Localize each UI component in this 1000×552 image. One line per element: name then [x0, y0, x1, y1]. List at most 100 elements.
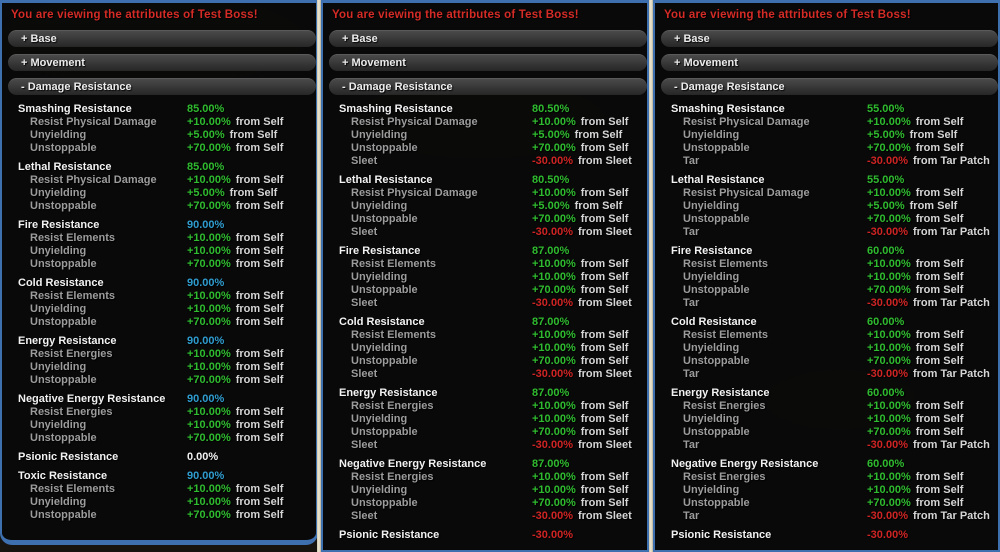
buff-value: +70.00%: [867, 213, 911, 225]
stat-value: 90.00%: [187, 393, 225, 405]
buff-source: from Self: [580, 116, 629, 128]
stat-row-detail: Unstoppable +70.00% from Self: [2, 258, 316, 271]
section-header-base[interactable]: + Base: [329, 30, 647, 47]
buff-value: +10.00%: [867, 271, 911, 283]
stat-row-detail: Unyielding +10.00% from Self: [2, 496, 316, 509]
buff-name: Unyielding: [30, 496, 87, 508]
buff-name: Unstoppable: [351, 355, 418, 367]
buff-source: from Sleet: [577, 368, 632, 380]
buff-value-wrap: +70.00% from Self: [187, 258, 283, 271]
stat-row-main: Energy Resistance 90.00%: [2, 334, 316, 348]
stat-name: Smashing Resistance: [339, 103, 453, 115]
buff-value-wrap: +10.00% from Self: [532, 471, 628, 484]
buff-value: -30.00%: [532, 155, 573, 167]
buff-source: from Tar Patch: [912, 510, 990, 522]
buff-value-wrap: -30.00% from Sleet: [532, 226, 632, 239]
buff-value: +10.00%: [187, 116, 231, 128]
section-header-movement[interactable]: + Movement: [661, 54, 998, 71]
buff-name: Unyielding: [351, 129, 408, 141]
buff-value: +70.00%: [532, 213, 576, 225]
section-header-movement[interactable]: + Movement: [8, 54, 316, 71]
buff-value: +70.00%: [532, 355, 576, 367]
stats-list: Smashing Resistance 55.00% Resist Physical…: [655, 102, 998, 542]
stat-row-detail: Unstoppable +70.00% from Self: [655, 426, 998, 439]
stat-row-detail: Sleet -30.00% from Sleet: [323, 439, 647, 452]
buff-name: Sleet: [351, 155, 378, 167]
stat-name: Psionic Resistance: [671, 529, 772, 541]
stat-row-detail: Sleet -30.00% from Sleet: [323, 155, 647, 168]
stat-block: Energy Resistance 60.00% Resist Energies +1…: [655, 386, 998, 452]
buff-value: +10.00%: [187, 406, 231, 418]
buff-value: +5.00%: [867, 129, 905, 141]
stat-value: -30.00%: [532, 529, 573, 541]
buff-value: +70.00%: [532, 142, 576, 154]
stat-value: 87.00%: [532, 245, 570, 257]
buff-source: from Self: [235, 432, 284, 444]
buff-source: from Self: [235, 245, 284, 257]
buff-value-wrap: -30.00% from Tar Patch: [867, 297, 990, 310]
buff-source: from Self: [915, 471, 964, 483]
stat-row-detail: Unstoppable +70.00% from Self: [2, 374, 316, 387]
attributes-window: You are viewing the attributes of Test B…: [321, 0, 649, 552]
section-header-base[interactable]: + Base: [8, 30, 316, 47]
stat-value-wrap: 87.00%: [532, 315, 569, 329]
stat-row-detail: Tar -30.00% from Tar Patch: [655, 226, 998, 239]
buff-value-wrap: +70.00% from Self: [867, 213, 963, 226]
stat-name: Cold Resistance: [339, 316, 425, 328]
stat-row-detail: Unyielding +10.00% from Self: [323, 271, 647, 284]
buff-value-wrap: +10.00% from Self: [532, 342, 628, 355]
section-header-damage-resistance[interactable]: - Damage Resistance: [329, 78, 647, 95]
stat-row-detail: Unstoppable +70.00% from Self: [323, 142, 647, 155]
buff-source: from Tar Patch: [912, 439, 990, 451]
stat-row-main: Psionic Resistance -30.00%: [655, 528, 998, 542]
buff-value: +10.00%: [867, 258, 911, 270]
section-header-movement[interactable]: + Movement: [329, 54, 647, 71]
stat-block: Cold Resistance 60.00% Resist Elements +10.…: [655, 315, 998, 381]
buff-value-wrap: +10.00% from Self: [532, 187, 628, 200]
buff-name: Sleet: [351, 368, 378, 380]
buff-source: from Sleet: [577, 510, 632, 522]
buff-name: Unstoppable: [683, 284, 750, 296]
buff-name: Resist Elements: [351, 258, 436, 270]
buff-source: from Self: [580, 471, 629, 483]
stat-row-detail: Sleet -30.00% from Sleet: [323, 297, 647, 310]
section-header-damage-resistance[interactable]: - Damage Resistance: [8, 78, 316, 95]
buff-name: Resist Elements: [30, 232, 115, 244]
buff-source: from Self: [574, 129, 623, 141]
stat-row-detail: Resist Elements +10.00% from Self: [655, 329, 998, 342]
buff-value-wrap: +10.00% from Self: [187, 232, 283, 245]
buff-value-wrap: +70.00% from Self: [532, 213, 628, 226]
buff-value-wrap: +70.00% from Self: [532, 355, 628, 368]
buff-value: +10.00%: [532, 258, 576, 270]
buff-source: from Self: [580, 484, 629, 496]
buff-value: +10.00%: [532, 400, 576, 412]
stat-row-detail: Unyielding +5.00% from Self: [323, 200, 647, 213]
stats-list: Smashing Resistance 85.00% Resist Physical…: [2, 102, 316, 522]
stat-name: Negative Energy Resistance: [671, 458, 819, 470]
buff-name: Unstoppable: [683, 213, 750, 225]
buff-value: +70.00%: [867, 142, 911, 154]
buff-value-wrap: +5.00% from Self: [532, 129, 622, 142]
buff-source: from Self: [915, 413, 964, 425]
section-header-damage-resistance[interactable]: - Damage Resistance: [661, 78, 998, 95]
stat-row-main: Cold Resistance 87.00%: [323, 315, 647, 329]
buff-source: from Self: [235, 232, 284, 244]
buff-value-wrap: +10.00% from Self: [532, 329, 628, 342]
buff-name: Unstoppable: [683, 355, 750, 367]
section-header-base[interactable]: + Base: [661, 30, 998, 47]
stat-value: 0.00%: [187, 451, 219, 463]
stat-row-main: Negative Energy Resistance 60.00%: [655, 457, 998, 471]
stat-row-detail: Unstoppable +70.00% from Self: [655, 142, 998, 155]
stat-value-wrap: 90.00%: [187, 218, 224, 232]
stat-value-wrap: 80.50%: [532, 102, 569, 116]
buff-name: Unyielding: [683, 271, 740, 283]
buff-value-wrap: -30.00% from Sleet: [532, 155, 632, 168]
stat-value-wrap: -30.00%: [532, 528, 573, 542]
buff-name: Unyielding: [683, 342, 740, 354]
stat-row-detail: Unstoppable +70.00% from Self: [323, 497, 647, 510]
buff-value: +10.00%: [187, 496, 231, 508]
buff-name: Unstoppable: [30, 316, 97, 328]
buff-source: from Self: [235, 258, 284, 270]
buff-name: Unstoppable: [30, 200, 97, 212]
stat-value: 60.00%: [867, 245, 905, 257]
